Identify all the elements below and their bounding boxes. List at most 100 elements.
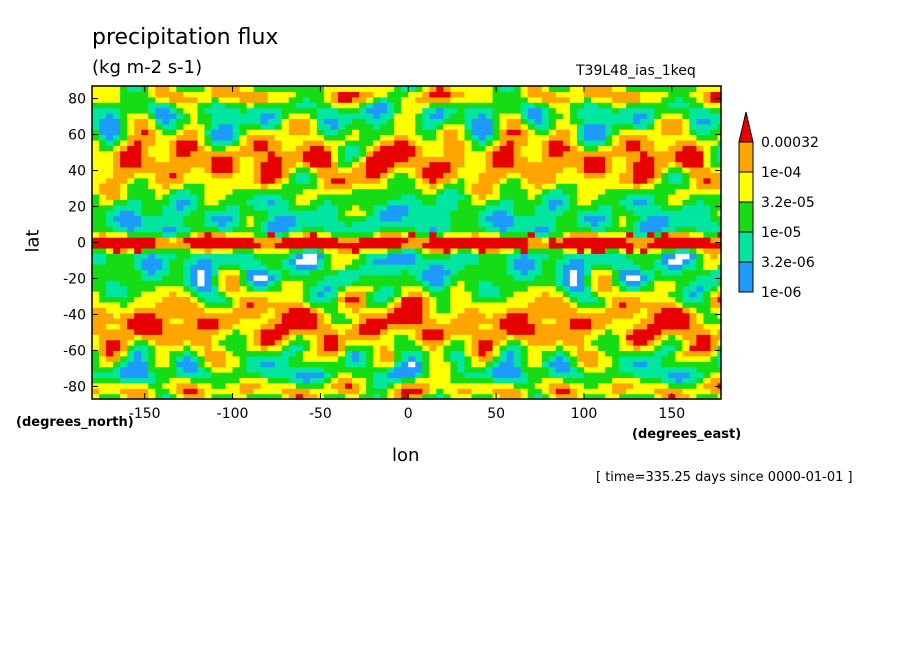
field-cell — [253, 199, 262, 206]
field-cell — [590, 172, 599, 179]
field-cell — [337, 215, 346, 222]
field-cell — [457, 91, 466, 98]
field-cell — [225, 318, 234, 325]
field-cell — [288, 264, 297, 271]
field-cell — [162, 199, 170, 206]
field-cell — [127, 382, 135, 389]
field-cell — [309, 177, 318, 184]
field-cell — [689, 366, 697, 373]
field-cell — [288, 231, 297, 238]
field-cell — [323, 296, 332, 303]
field-cell — [225, 247, 234, 254]
field-cell — [295, 231, 304, 238]
field-cell — [598, 112, 606, 119]
field-cell — [323, 350, 332, 357]
field-cell — [113, 139, 121, 146]
field-cell — [183, 102, 191, 109]
field-cell — [443, 199, 452, 206]
field-cell — [373, 161, 381, 168]
field-cell — [106, 350, 114, 357]
field-cell — [232, 345, 241, 352]
field-cell — [605, 150, 613, 157]
field-cell — [647, 86, 655, 92]
field-cell — [211, 372, 220, 379]
field-cell — [605, 215, 613, 222]
field-cell — [633, 210, 641, 217]
field-cell — [590, 388, 599, 395]
field-cell — [359, 139, 367, 146]
field-cell — [232, 237, 241, 244]
field-cell — [302, 301, 311, 308]
field-cell — [211, 291, 220, 298]
field-cell — [612, 296, 620, 303]
field-cell — [190, 274, 199, 281]
field-cell — [190, 301, 199, 308]
field-cell — [654, 388, 662, 395]
field-cell — [429, 285, 437, 292]
field-cell — [366, 366, 374, 373]
field-cell — [295, 112, 304, 119]
field-cell — [506, 307, 515, 314]
field-cell — [478, 183, 487, 190]
field-cell — [576, 231, 585, 238]
field-cell — [422, 150, 430, 157]
field-cell — [675, 231, 683, 238]
field-cell — [668, 156, 676, 163]
field-cell — [689, 382, 697, 389]
field-cell — [345, 123, 353, 130]
field-cell — [633, 264, 641, 271]
field-cell — [359, 242, 367, 249]
field-cell — [499, 366, 508, 373]
field-cell — [548, 177, 557, 184]
field-cell — [471, 280, 480, 287]
field-cell — [619, 134, 627, 141]
field-cell — [647, 264, 655, 271]
field-cell — [598, 382, 606, 389]
field-cell — [626, 274, 634, 281]
field-cell — [513, 372, 522, 379]
field-cell — [436, 220, 444, 227]
field-cell — [527, 172, 536, 179]
field-cell — [387, 193, 395, 200]
field-cell — [134, 123, 142, 130]
field-cell — [225, 134, 234, 141]
field-cell — [443, 312, 452, 319]
field-cell — [647, 102, 655, 109]
field-cell — [612, 161, 620, 168]
field-cell — [668, 226, 676, 233]
field-cell — [352, 301, 360, 308]
field-cell — [309, 107, 318, 114]
field-cell — [520, 237, 529, 244]
field-cell — [92, 350, 100, 357]
field-cell — [576, 269, 585, 276]
x-axis-unit: (degrees_east) — [632, 427, 742, 442]
field-cell — [225, 253, 234, 260]
field-cell — [92, 86, 100, 92]
field-cell — [450, 177, 459, 184]
field-cell — [583, 258, 592, 265]
field-cell — [169, 204, 177, 211]
field-cell — [555, 269, 564, 276]
field-cell — [190, 258, 199, 265]
field-cell — [457, 285, 466, 292]
field-cell — [225, 269, 234, 276]
field-cell — [352, 107, 360, 114]
field-cell — [197, 247, 206, 254]
field-cell — [155, 274, 163, 281]
field-cell — [239, 123, 248, 130]
field-cell — [106, 231, 114, 238]
field-cell — [436, 301, 444, 308]
field-cell — [541, 253, 550, 260]
field-cell — [499, 280, 508, 287]
field-cell — [492, 107, 501, 114]
field-cell — [366, 183, 374, 190]
field-cell — [408, 296, 416, 303]
field-cell — [499, 355, 508, 362]
field-cell — [120, 226, 128, 233]
field-cell — [576, 323, 585, 330]
field-cell — [387, 285, 395, 292]
field-cell — [682, 291, 690, 298]
field-cell — [457, 345, 466, 352]
field-cell — [499, 172, 508, 179]
field-cell — [492, 134, 501, 141]
